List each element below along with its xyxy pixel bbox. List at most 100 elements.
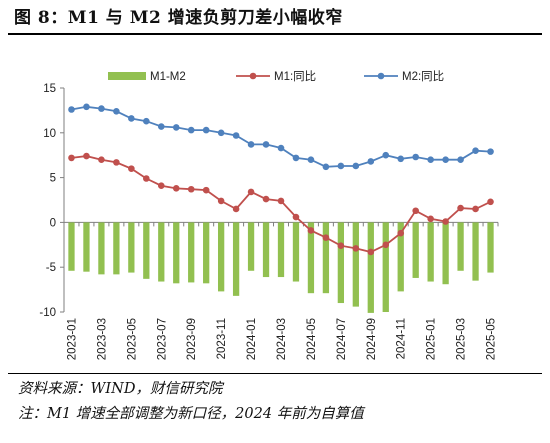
legend-label: M1:同比 xyxy=(274,70,316,83)
point-m2 xyxy=(457,156,464,163)
point-m2 xyxy=(427,156,434,163)
x-tick-label: 2023-07 xyxy=(156,318,168,360)
chart-svg: 15 10 5 0 -5 -10 2023-01 2023-03 2023-05 2023-07 2… xyxy=(39,70,499,360)
bar-m1-m2 xyxy=(232,222,240,296)
x-tick-label: 2025-03 xyxy=(456,318,468,360)
bar-m1-m2 xyxy=(457,222,464,271)
point-m2 xyxy=(442,156,449,163)
point-m1 xyxy=(143,175,150,182)
bar-m1-m2 xyxy=(487,222,494,273)
point-m2 xyxy=(292,154,300,162)
point-m1 xyxy=(187,185,195,193)
point-m1 xyxy=(83,152,90,160)
point-m1 xyxy=(217,197,225,205)
bar-m1-m2 xyxy=(262,222,270,278)
point-m1 xyxy=(307,227,315,234)
figure-title: 图 8：M1 与 M2 增速负剪刀差小幅收窄 xyxy=(14,8,343,28)
point-m2 xyxy=(337,162,345,170)
x-tick-label: 2023-03 xyxy=(96,318,108,360)
point-m1 xyxy=(352,245,360,252)
bar-m1-m2 xyxy=(158,222,165,282)
point-m2 xyxy=(232,132,240,139)
bar-m1-m2 xyxy=(247,222,255,271)
point-m2 xyxy=(397,155,405,163)
point-m2 xyxy=(143,117,150,125)
bar-m1-m2 xyxy=(217,222,225,292)
point-m1 xyxy=(397,229,405,237)
legend-label: M1-M2 xyxy=(150,71,186,83)
point-m2 xyxy=(367,158,375,165)
point-m2 xyxy=(307,156,315,163)
point-m2 xyxy=(487,148,494,155)
point-m2 xyxy=(412,153,419,161)
point-m1 xyxy=(232,205,240,213)
bar-m1-m2 xyxy=(143,222,150,279)
y-tick-label: 15 xyxy=(43,83,56,95)
point-m1 xyxy=(382,241,390,249)
legend-marker-m2 xyxy=(377,72,385,80)
point-m1 xyxy=(277,197,285,205)
point-m1 xyxy=(412,207,419,215)
point-m1 xyxy=(457,204,464,212)
point-m1 xyxy=(262,195,270,203)
x-tick-label: 2025-01 xyxy=(426,318,438,360)
point-m2 xyxy=(98,105,105,112)
point-m1 xyxy=(442,218,449,225)
point-m1 xyxy=(337,242,345,249)
bar-m1-m2 xyxy=(68,222,75,271)
chart-area: 15 10 5 0 -5 -10 2023-01 2023-03 2023-05 2023-07 2… xyxy=(0,36,550,372)
y-tick-label: -10 xyxy=(39,307,56,319)
point-m2 xyxy=(128,115,135,122)
bar-m1-m2 xyxy=(277,222,285,278)
point-m2 xyxy=(172,124,180,131)
bar-m1-m2 xyxy=(188,222,195,283)
y-tick-label: -5 xyxy=(46,262,56,274)
point-m1 xyxy=(128,165,135,172)
legend-label: M2:同比 xyxy=(402,70,444,83)
point-m1 xyxy=(202,186,210,194)
bar-m1-m2 xyxy=(98,222,105,275)
bar-m1-m2 xyxy=(337,222,345,304)
bar-m1-m2 xyxy=(113,222,120,275)
bottom-rule xyxy=(8,373,542,374)
point-m2 xyxy=(68,106,75,113)
line-m2 xyxy=(71,105,491,168)
point-m2 xyxy=(322,163,330,171)
x-tick-label: 2024-01 xyxy=(246,318,258,360)
bar-m1-m2 xyxy=(83,222,90,272)
point-m1 xyxy=(172,185,180,192)
point-m2 xyxy=(262,141,270,148)
x-tick-label: 2023-05 xyxy=(126,318,138,360)
title-rule xyxy=(8,33,542,35)
point-m2 xyxy=(382,151,390,159)
point-m1 xyxy=(98,156,105,163)
bar-m1-m2 xyxy=(292,222,300,282)
point-m1 xyxy=(68,154,75,162)
y-tick-label: 0 xyxy=(50,217,56,229)
y-tick-label: 5 xyxy=(50,173,56,185)
point-m2 xyxy=(113,107,120,115)
point-m1 xyxy=(292,213,300,221)
bar-m1-m2 xyxy=(427,222,434,282)
x-tick-label: 2024-11 xyxy=(396,318,408,359)
point-m2 xyxy=(187,126,195,134)
x-tick-label: 2024-03 xyxy=(276,318,288,360)
point-m1 xyxy=(367,248,375,256)
point-m2 xyxy=(157,123,165,130)
point-m1 xyxy=(487,198,494,206)
bar-m1-m2 xyxy=(397,222,404,292)
point-m2 xyxy=(352,162,360,170)
point-m1 xyxy=(113,159,120,166)
source-note: 资料来源：WIND，财信研究院 xyxy=(18,381,223,397)
x-tick-label: 2025-05 xyxy=(486,318,498,360)
point-m2 xyxy=(217,129,225,137)
bar-m1-m2 xyxy=(412,222,419,278)
x-tick-label: 2023-11 xyxy=(216,318,228,359)
point-m1 xyxy=(322,234,330,241)
x-tick-label: 2023-09 xyxy=(186,318,198,360)
x-tick-label: 2024-09 xyxy=(366,318,378,360)
footnote: 注：M1 增速全部调整为新口径，2024 年前为自算值 xyxy=(18,406,364,422)
point-m2 xyxy=(277,144,285,152)
bar-m1-m2 xyxy=(367,222,374,313)
legend-swatch-bar xyxy=(108,72,146,80)
